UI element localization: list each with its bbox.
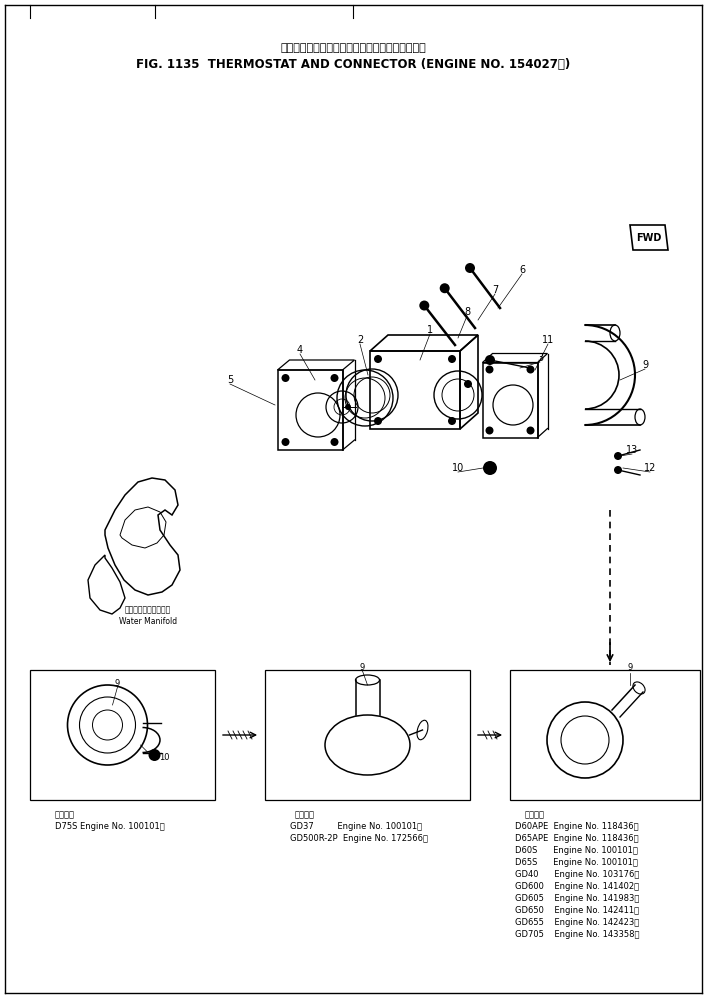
Text: D65APE  Engine No. 118436～: D65APE Engine No. 118436～ — [515, 834, 638, 843]
Text: 9: 9 — [115, 679, 120, 688]
Bar — [30, 670, 215, 800]
Text: D60APE  Engine No. 118436～: D60APE Engine No. 118436～ — [515, 822, 638, 831]
Text: ウォータマニホールド: ウォータマニホールド — [125, 606, 171, 615]
Text: GD600    Engine No. 141402～: GD600 Engine No. 141402～ — [515, 882, 639, 891]
Text: 10: 10 — [452, 463, 464, 473]
Text: GD37         Engine No. 100101～: GD37 Engine No. 100101～ — [290, 822, 422, 831]
Text: GD705    Engine No. 143358～: GD705 Engine No. 143358～ — [515, 930, 640, 939]
Text: 適用号機: 適用号機 — [295, 810, 315, 819]
Text: 10: 10 — [159, 752, 170, 761]
Circle shape — [527, 426, 534, 434]
Circle shape — [281, 374, 289, 382]
Circle shape — [483, 461, 497, 475]
Circle shape — [419, 300, 429, 310]
Circle shape — [374, 417, 382, 425]
Text: 6: 6 — [519, 265, 525, 275]
Circle shape — [465, 263, 475, 273]
Circle shape — [614, 452, 622, 460]
Text: Water Manifold: Water Manifold — [119, 618, 177, 627]
Text: 12: 12 — [644, 463, 656, 473]
Text: 1: 1 — [427, 325, 433, 335]
Text: D60S      Engine No. 100101～: D60S Engine No. 100101～ — [515, 846, 638, 855]
Text: 9: 9 — [627, 663, 633, 672]
Text: サーモスタット　および　コネクタ　　適用号機: サーモスタット および コネクタ 適用号機 — [280, 43, 426, 53]
Text: 適用号機: 適用号機 — [525, 810, 545, 819]
Circle shape — [485, 355, 495, 365]
Circle shape — [374, 355, 382, 363]
Circle shape — [148, 749, 160, 761]
Circle shape — [440, 283, 450, 293]
Text: D65S      Engine No. 100101～: D65S Engine No. 100101～ — [515, 858, 638, 867]
Text: GD655    Engine No. 142423～: GD655 Engine No. 142423～ — [515, 918, 639, 927]
Text: 5: 5 — [227, 375, 233, 385]
Circle shape — [486, 426, 493, 434]
Circle shape — [281, 438, 289, 446]
Text: 13: 13 — [626, 445, 638, 455]
Circle shape — [527, 365, 534, 373]
Text: FIG. 1135  THERMOSTAT AND CONNECTOR (ENGINE NO. 154027－): FIG. 1135 THERMOSTAT AND CONNECTOR (ENGI… — [136, 58, 570, 71]
Circle shape — [330, 374, 339, 382]
Circle shape — [486, 365, 493, 373]
Circle shape — [448, 355, 456, 363]
Text: 4: 4 — [297, 345, 303, 355]
Circle shape — [448, 417, 456, 425]
Text: GD40      Engine No. 103176～: GD40 Engine No. 103176～ — [515, 870, 639, 879]
Text: FWD: FWD — [636, 233, 662, 243]
Bar — [510, 670, 700, 800]
Text: 8: 8 — [464, 307, 470, 317]
Text: 適用号機: 適用号機 — [55, 810, 75, 819]
Text: 7: 7 — [492, 285, 498, 295]
Text: GD605    Engine No. 141983～: GD605 Engine No. 141983～ — [515, 894, 639, 903]
Text: 2: 2 — [357, 335, 363, 345]
Text: D75S Engine No. 100101～: D75S Engine No. 100101～ — [55, 822, 165, 831]
Circle shape — [614, 466, 622, 474]
Circle shape — [345, 404, 351, 410]
Bar — [265, 670, 470, 800]
Text: 3: 3 — [537, 353, 543, 363]
Text: GD500R-2P  Engine No. 172566～: GD500R-2P Engine No. 172566～ — [290, 834, 428, 843]
Text: 9: 9 — [642, 360, 648, 370]
Text: 9: 9 — [360, 663, 365, 672]
Circle shape — [464, 380, 472, 388]
Text: 11: 11 — [542, 335, 554, 345]
Circle shape — [330, 438, 339, 446]
Text: GD650    Engine No. 142411～: GD650 Engine No. 142411～ — [515, 906, 639, 915]
